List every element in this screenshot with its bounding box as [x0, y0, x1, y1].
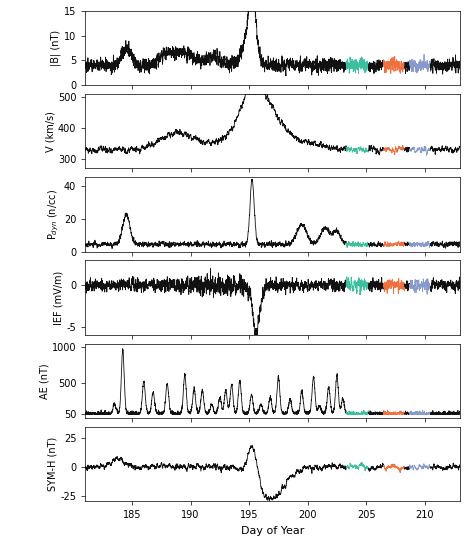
Y-axis label: |B| (nT): |B| (nT) — [51, 30, 61, 66]
Y-axis label: IEF (mV/m): IEF (mV/m) — [54, 271, 64, 325]
Y-axis label: V (km/s): V (km/s) — [45, 110, 55, 151]
Y-axis label: SYM-H (nT): SYM-H (nT) — [47, 437, 57, 491]
Y-axis label: P$_{dyn}$ (n/cc): P$_{dyn}$ (n/cc) — [47, 189, 61, 240]
X-axis label: Day of Year: Day of Year — [241, 526, 304, 536]
Y-axis label: AE (nT): AE (nT) — [39, 363, 49, 399]
